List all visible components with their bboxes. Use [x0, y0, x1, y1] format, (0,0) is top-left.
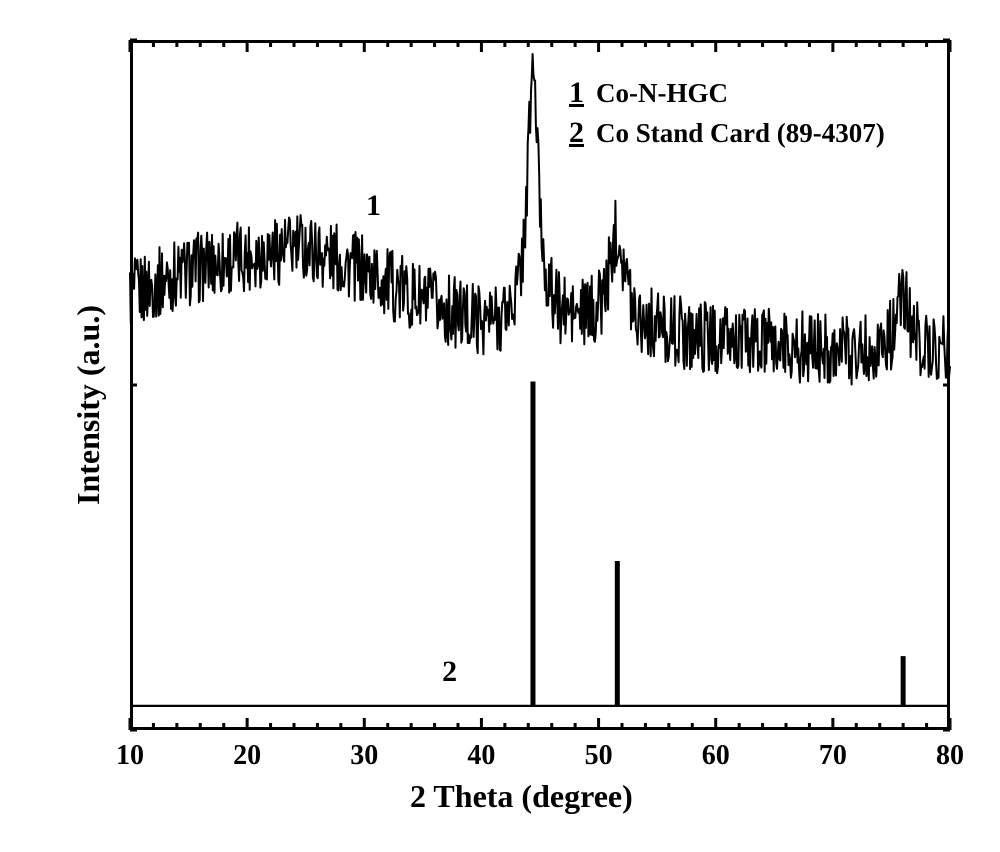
legend-label-1: Co-N-HGC — [596, 78, 728, 109]
x-tick-label: 50 — [585, 740, 613, 772]
xrd-chart: Intensity (a.u.) 2 Theta (degree) 10 20 30… — [0, 0, 1000, 852]
x-tick-label: 80 — [936, 740, 964, 772]
x-tick-label: 70 — [819, 740, 847, 772]
y-axis-label: Intensity (a.u.) — [70, 305, 107, 505]
x-tick-label: 30 — [350, 740, 378, 772]
x-tick-label: 40 — [467, 740, 495, 772]
legend-num-1: 1 — [560, 76, 584, 110]
x-axis-label: 2 Theta (degree) — [410, 778, 633, 815]
legend-item-2: 2 Co Stand Card (89-4307) — [560, 116, 885, 150]
series-label-1: 1 — [366, 189, 381, 223]
legend-item-1: 1 Co-N-HGC — [560, 76, 885, 110]
series-label-2: 2 — [442, 655, 457, 689]
legend-label-2: Co Stand Card (89-4307) — [596, 118, 885, 149]
x-tick-label: 10 — [116, 740, 144, 772]
x-tick-label: 20 — [233, 740, 261, 772]
legend: 1 Co-N-HGC 2 Co Stand Card (89-4307) — [560, 76, 885, 156]
x-tick-label: 60 — [702, 740, 730, 772]
legend-num-2: 2 — [560, 116, 584, 150]
